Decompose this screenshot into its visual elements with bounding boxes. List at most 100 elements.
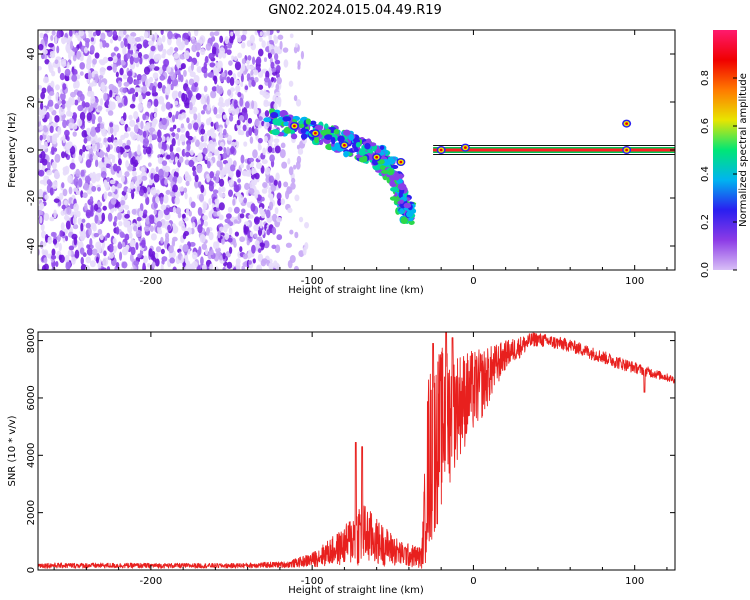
spectrogram-band-blob	[263, 117, 272, 123]
spectrogram-noise-dot	[97, 115, 103, 124]
spectrogram-noise-dot	[79, 148, 83, 157]
spectrogram-noise-dot	[128, 232, 133, 239]
spectrogram-noise-dot	[247, 249, 253, 259]
spectrogram-noise-dot	[241, 42, 246, 49]
spectrogram-noise-dot	[112, 63, 117, 73]
spectrogram-noise-dot	[142, 130, 147, 138]
spectrogram-noise-dot	[130, 267, 134, 270]
spectrogram-noise-dot	[66, 206, 72, 215]
spectrogram-noise-dot	[222, 128, 227, 136]
spectrogram-noise-dot	[189, 101, 193, 111]
spectrogram-noise-dot	[236, 119, 241, 126]
spectrogram-noise-dot	[87, 71, 92, 80]
spectrogram-noise-dot	[160, 218, 167, 228]
spectrogram-noise-dot	[152, 85, 157, 94]
spectrogram-noise-dot	[38, 115, 42, 122]
spectrogram-noise-dot	[65, 263, 71, 270]
spectrogram-noise-dot	[237, 71, 242, 78]
spectrogram-noise-dot	[235, 261, 241, 270]
spectrogram-noise-dot	[247, 55, 252, 61]
spectrogram-noise-dot	[185, 264, 190, 270]
spectrogram-noise-dot	[222, 266, 226, 270]
spectrogram-noise-dot	[209, 128, 216, 134]
spectrogram-noise-dot	[219, 226, 224, 232]
spectrogram-noise-dot	[46, 179, 52, 186]
spectrogram-noise-dot	[51, 146, 55, 155]
spectrogram-band-blob	[298, 123, 305, 129]
spectrogram-noise-dot	[281, 161, 288, 169]
spectrogram-band-blob	[310, 120, 317, 126]
spectrogram-noise-dot	[193, 156, 199, 163]
spectrogram-noise-dot	[67, 249, 72, 257]
spectrogram-noise-dot	[175, 167, 180, 173]
spectrogram-noise-dot	[180, 112, 187, 119]
spectrogram-noise-dot	[143, 31, 149, 39]
spectrogram-noise-dot	[99, 233, 104, 241]
spectrogram-noise-dot	[271, 226, 277, 235]
spectrogram-noise-dot	[100, 82, 106, 92]
spectrogram-noise-dot	[191, 39, 198, 45]
spectrogram-noise-dot	[274, 145, 281, 154]
spectrogram-noise-dot	[43, 175, 50, 181]
spectrogram-noise-dot	[201, 264, 207, 270]
spectrogram-noise-dot	[200, 48, 206, 56]
spectrogram-y-tick-label: 0	[26, 147, 37, 153]
colorbar: 0.0 0.2 0.4 0.6 0.8 Normalized spectral ampl…	[700, 30, 749, 278]
spectrogram-noise-dot	[169, 257, 175, 264]
spectrogram-noise-dot	[43, 257, 48, 264]
spectrogram-noise-dot	[38, 97, 41, 103]
spectrogram-noise-dot	[95, 241, 102, 250]
spectrogram-noise-dot	[157, 209, 164, 219]
colorbar-tick-label: 0.8	[700, 70, 711, 86]
spectrogram-noise-dot	[174, 47, 179, 52]
spectrogram-noise-dot	[48, 64, 54, 74]
spectrogram-noise-dot	[237, 178, 241, 183]
spectrogram-noise-dot	[133, 45, 137, 52]
spectrogram-noise-dot	[266, 122, 270, 128]
spectrogram-noise-dot	[138, 94, 143, 104]
spectrogram-noise-dot	[268, 187, 272, 196]
spectrogram-noise-dot	[246, 201, 251, 208]
spectrogram-noise-dot	[120, 40, 125, 49]
snr-frame	[37, 331, 676, 571]
spectrogram-noise-dot	[122, 46, 127, 55]
spectrogram-band-blob	[348, 133, 355, 141]
spectrogram-noise-dot	[227, 157, 233, 167]
spectrogram-noise-dot	[117, 35, 122, 42]
colorbar-tick-label: 0.2	[700, 214, 711, 230]
spectrogram-noise-dot	[242, 261, 249, 267]
spectrogram-noise-dot	[122, 112, 127, 122]
spectrogram-noise-dot	[149, 134, 153, 143]
spectrogram-noise-dot	[189, 149, 194, 156]
spectrogram-noise-dot	[54, 103, 60, 110]
spectrogram-noise-dot	[116, 53, 121, 59]
spectrogram-noise-dot	[106, 65, 113, 71]
spectrogram-noise-dot	[68, 122, 74, 129]
spectrogram-noise-dot	[62, 119, 67, 129]
spectrogram-noise-dot	[65, 235, 69, 242]
spectrogram-noise-dot	[210, 132, 217, 139]
spectrogram-noise-dot	[54, 59, 59, 65]
spectrogram-noise-dot	[144, 191, 148, 199]
spectrogram-noise-dot	[205, 118, 211, 126]
spectrogram-noise-dot	[41, 87, 47, 94]
spectrogram-noise-dot	[168, 111, 173, 118]
spectrogram-noise-dot	[232, 198, 236, 206]
spectrogram-noise-dot	[44, 58, 50, 65]
spectrogram-noise-dot	[213, 241, 218, 250]
spectrogram-noise-dot	[75, 190, 81, 196]
spectrogram-noise-dot	[65, 143, 72, 150]
spectrogram-noise-dot	[61, 204, 66, 210]
spectrogram-noise-dot	[240, 81, 244, 88]
spectrogram-noise-dot	[112, 55, 118, 64]
spectrogram-noise-dot	[111, 184, 116, 193]
spectrogram-noise-dot	[94, 214, 99, 224]
spectrogram-noise-dot	[51, 161, 57, 169]
spectrogram-noise-dot	[229, 35, 234, 44]
spectrogram-noise-dot	[60, 222, 65, 231]
spectrogram-noise-dot	[203, 133, 208, 143]
spectrogram-noise-dot	[235, 85, 241, 93]
spectrogram-noise-dot	[72, 224, 79, 230]
spectrogram-noise-dot	[108, 243, 114, 253]
